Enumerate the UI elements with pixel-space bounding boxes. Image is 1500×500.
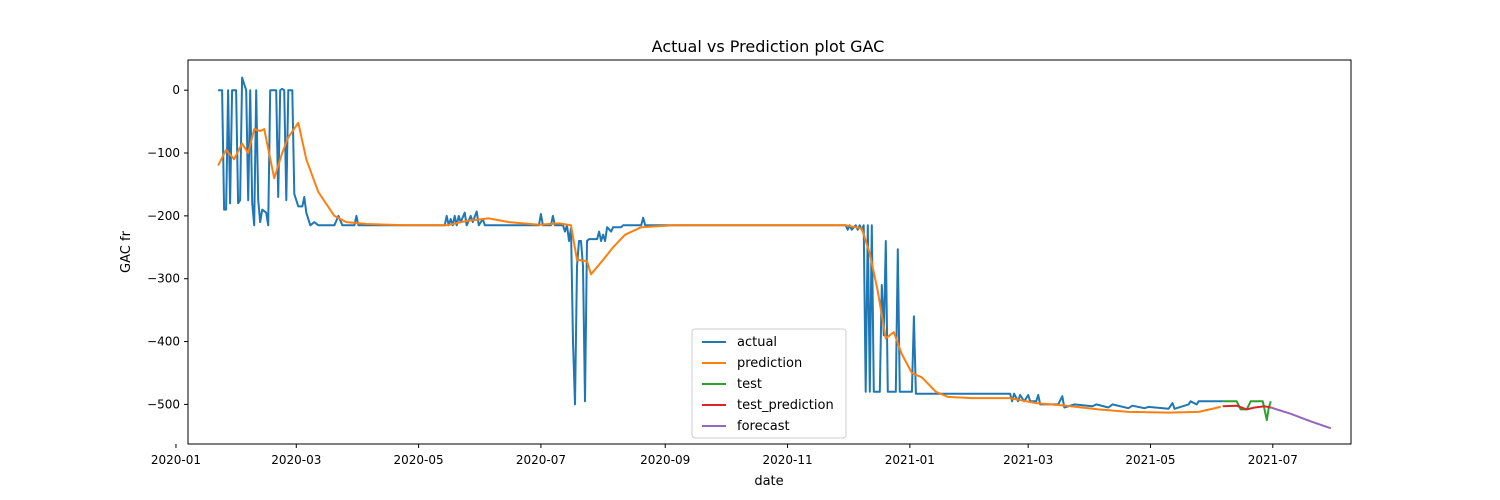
- legend-label-test: test: [737, 377, 762, 392]
- x-tick-label: 2021-01: [885, 453, 935, 467]
- y-tick-label: −500: [147, 397, 180, 411]
- series-line-test-prediction: [1222, 404, 1271, 411]
- y-axis: 0 −100 −200 −300 −400 −500: [147, 83, 188, 411]
- y-tick-label: −400: [147, 335, 180, 349]
- legend-box: [691, 328, 847, 439]
- x-tick-label: 2021-07: [1248, 453, 1298, 467]
- legend-label-test-prediction: test_prediction: [737, 398, 834, 413]
- chart-title: Actual vs Prediction plot GAC: [652, 37, 885, 56]
- series-line-test: [1222, 400, 1272, 422]
- x-axis-label: date: [754, 474, 783, 489]
- x-tick-label: 2020-03: [271, 453, 321, 467]
- y-tick-label: −200: [147, 209, 180, 223]
- x-tick-label: 2021-05: [1125, 453, 1175, 467]
- x-tick-label: 2020-05: [394, 453, 444, 467]
- series-line-forecast: [1270, 406, 1332, 430]
- x-tick-label: 2020-01: [151, 453, 201, 467]
- series-line-prediction: [217, 121, 1221, 414]
- legend-label-prediction: prediction: [737, 356, 802, 371]
- x-tick-label: 2021-03: [1003, 453, 1053, 467]
- y-tick-label: −100: [147, 146, 180, 160]
- legend-label-forecast: forecast: [737, 419, 790, 434]
- x-tick-label: 2020-11: [762, 453, 812, 467]
- x-tick-label: 2020-07: [516, 453, 566, 467]
- legend-label-actual: actual: [737, 335, 777, 350]
- y-tick-label: −300: [147, 272, 180, 286]
- x-axis: 2020-01 2020-03 2020-05 2020-07 2020-09 2020-…: [151, 444, 1298, 467]
- legend: actual prediction test test_predictionforec…: [691, 328, 847, 439]
- axes-frame: [187, 59, 1352, 445]
- y-axis-label: GAC fr: [119, 230, 134, 273]
- plot-area: [217, 76, 1332, 430]
- y-tick-label: 0: [172, 83, 180, 97]
- x-tick-label: 2020-09: [640, 453, 690, 467]
